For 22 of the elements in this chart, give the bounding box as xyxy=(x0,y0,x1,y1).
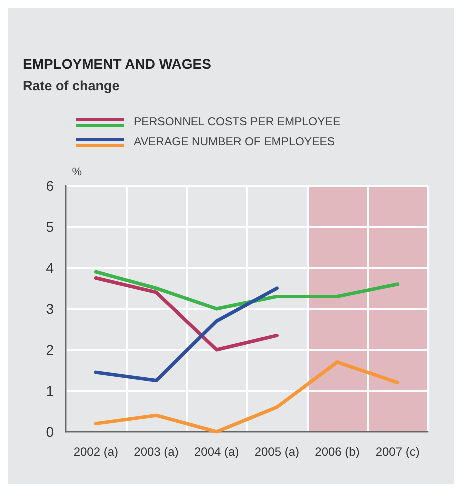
line-series xyxy=(94,276,279,352)
x-tick-label: 2004 (a) xyxy=(194,445,240,459)
x-tick-label: 2006 (b) xyxy=(315,445,360,459)
x-tick-label: 2003 (a) xyxy=(134,445,179,459)
line-series xyxy=(94,286,279,382)
chart-subtitle: Rate of change xyxy=(23,78,120,94)
legend-label: AVERAGE NUMBER OF EMPLOYEES xyxy=(134,136,336,148)
y-tick-label: 1 xyxy=(46,383,54,399)
chart-title: EMPLOYMENT AND WAGES xyxy=(23,56,212,72)
line-series xyxy=(94,360,400,434)
y-tick-label: 6 xyxy=(46,178,54,194)
y-tick-label: 5 xyxy=(46,219,54,235)
x-tick-label: 2007 (c) xyxy=(376,445,420,459)
line-series xyxy=(94,270,400,311)
y-tick-label: 3 xyxy=(46,301,54,317)
legend-label: PERSONNEL COSTS PER EMPLOYEE xyxy=(134,116,341,128)
x-tick-label: 2002 (a) xyxy=(74,445,119,459)
y-tick-label: 4 xyxy=(46,260,54,276)
x-tick-label: 2005 (a) xyxy=(254,445,300,459)
y-tick-label: 0 xyxy=(46,424,54,440)
y-tick-label: 2 xyxy=(46,342,54,358)
y-axis-title: % xyxy=(72,166,82,178)
